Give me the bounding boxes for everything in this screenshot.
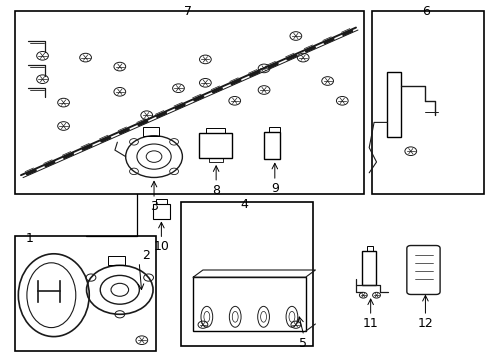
Bar <box>143 127 159 136</box>
Text: 9: 9 <box>270 182 278 195</box>
Text: 2: 2 <box>142 249 149 262</box>
Bar <box>361 251 375 285</box>
Bar <box>199 133 231 158</box>
Bar <box>264 132 279 159</box>
Bar <box>366 246 372 251</box>
Text: 4: 4 <box>240 198 248 211</box>
Text: 10: 10 <box>153 240 169 253</box>
Text: 7: 7 <box>184 5 192 18</box>
Bar <box>206 128 224 133</box>
Text: 12: 12 <box>417 317 432 330</box>
Bar <box>107 256 124 265</box>
Bar <box>15 11 364 194</box>
Bar <box>155 199 167 204</box>
Bar <box>268 127 279 132</box>
Text: 11: 11 <box>362 317 378 330</box>
Text: 6: 6 <box>422 5 429 18</box>
Bar <box>386 72 400 137</box>
Bar <box>181 202 312 346</box>
Bar <box>208 158 223 162</box>
Text: 8: 8 <box>212 184 220 197</box>
Bar <box>152 204 170 219</box>
Bar <box>193 277 305 331</box>
Text: 5: 5 <box>299 337 306 350</box>
Text: 3: 3 <box>150 200 158 213</box>
Text: 1: 1 <box>25 232 33 245</box>
Bar <box>15 236 156 351</box>
Bar <box>371 11 483 194</box>
